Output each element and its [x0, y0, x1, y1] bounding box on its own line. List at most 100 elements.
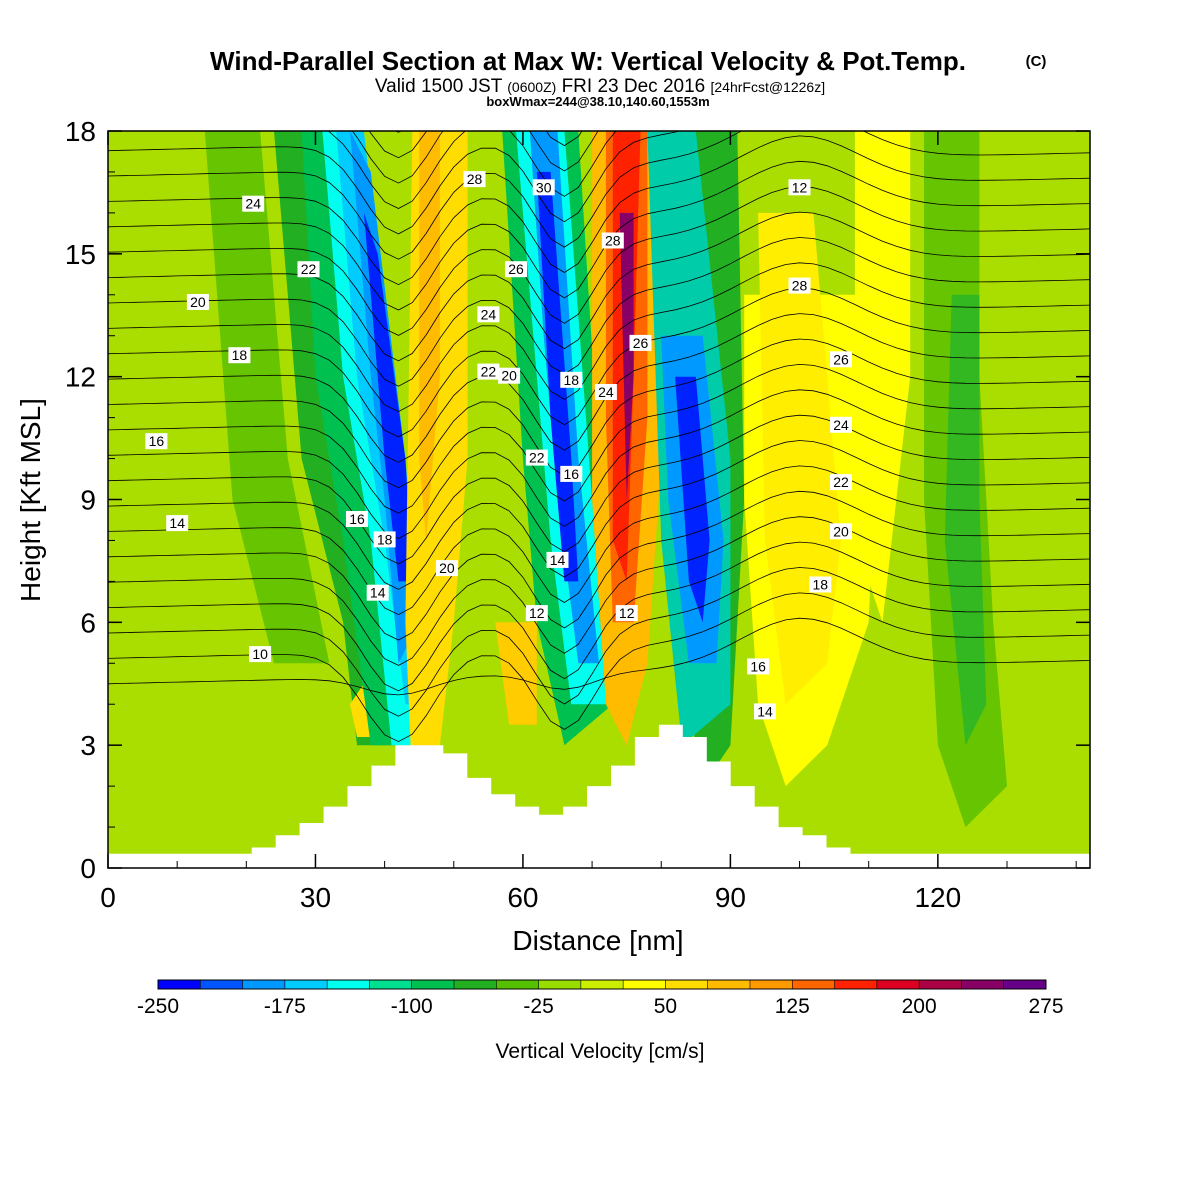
contour-label-bg	[477, 306, 500, 323]
colorbar-swatch-5	[369, 980, 413, 989]
colorbar-swatch-14	[750, 980, 793, 989]
x-tick-label-2: 60	[507, 882, 538, 913]
theta-contour-17	[108, 186, 1090, 336]
contour-label-bg	[525, 605, 548, 622]
subtitle-valid: Valid 1500 JST	[375, 76, 503, 97]
contour-label-text: 24	[833, 417, 849, 433]
contour-label-26: 28	[788, 277, 811, 294]
colorbar-tick-label-5: 125	[775, 995, 810, 1018]
contour-label-bg	[242, 195, 265, 212]
velocity-band-15	[419, 131, 440, 541]
contour-label-11: 22	[477, 363, 500, 380]
contour-label-text: 24	[481, 306, 497, 322]
chart-subtitle: Valid 1500 JST (0600Z) FRI 23 Dec 2016 […	[375, 76, 825, 97]
contour-label-text: 12	[529, 605, 545, 621]
colorbar-swatch-4	[327, 980, 370, 989]
colorbar-tick-label-2: -100	[391, 995, 433, 1018]
contour-label-29: 22	[830, 474, 852, 491]
contour-label-13: 18	[560, 371, 583, 388]
theta-contour-29	[108, 0, 1090, 31]
theta-contour-6	[108, 465, 1090, 616]
x-axis-label: Distance [nm]	[512, 925, 683, 956]
contour-label-bg	[546, 551, 569, 568]
contour-label-text: 26	[508, 261, 524, 277]
contour-label-18: 26	[629, 334, 652, 351]
contour-label-bg	[435, 560, 458, 577]
contour-label-text: 22	[481, 364, 497, 380]
contour-label-text: 28	[467, 171, 483, 187]
contour-label-bg	[532, 179, 555, 196]
contour-label-12: 20	[498, 367, 521, 384]
contour-label-32: 16	[747, 658, 770, 675]
contour-label-33: 14	[754, 703, 776, 720]
contour-label-text: 18	[232, 347, 248, 363]
colorbar-swatch-15	[792, 980, 836, 989]
y-tick-label-1: 3	[80, 730, 96, 761]
colorbar-swatch-17	[876, 980, 920, 989]
contour-label-text: 22	[529, 450, 545, 466]
contour-label-25: 12	[788, 179, 811, 196]
contour-label-27: 26	[830, 351, 852, 368]
theta-contours	[108, 0, 1090, 743]
chart-subtitle-2: boxWmax=244@38.10,140.60,1553m	[486, 94, 709, 109]
colorbar-swatch-2	[242, 980, 286, 989]
contour-label-16: 12	[525, 605, 548, 622]
theta-contour-15	[108, 237, 1090, 387]
contour-label-text: 28	[792, 278, 808, 294]
theta-contour-1	[108, 592, 1090, 743]
chart-title: Wind-Parallel Section at Max W: Vertical…	[210, 46, 966, 76]
contour-label-bg	[830, 351, 852, 368]
contour-label-text: 20	[833, 523, 849, 539]
contour-label-bg	[366, 584, 389, 601]
axes: 0 30 60 90 120 0 3 6 9 12 15 18	[65, 116, 1090, 913]
contour-label-bg	[830, 474, 852, 491]
colorbar-swatch-6	[411, 980, 455, 989]
theta-contour-9	[108, 389, 1090, 539]
contour-label-0: 24	[242, 195, 265, 212]
velocity-bands	[204, 131, 1007, 828]
contour-label-34: 12	[615, 605, 638, 622]
contour-label-bg	[145, 433, 168, 450]
contour-label-text: 24	[245, 196, 261, 212]
theta-contour-10	[108, 363, 1090, 514]
contour-label-2: 20	[186, 294, 209, 310]
contour-label-text: 14	[757, 703, 773, 719]
contour-label-text: 12	[792, 179, 808, 195]
contour-label-text: 28	[605, 233, 621, 249]
theta-contour-12	[108, 313, 1090, 463]
colorbar-tick-label-7: 275	[1028, 995, 1063, 1018]
subtitle-date: FRI 23 Dec 2016	[562, 76, 706, 97]
contour-label-bg	[560, 371, 583, 388]
contour-label-bg	[249, 646, 272, 663]
colorbar-swatch-20	[1003, 980, 1047, 989]
theta-contour-20	[108, 131, 1090, 260]
contour-label-15: 14	[546, 551, 569, 568]
y-tick-label-4: 12	[65, 362, 96, 393]
theta-contour-0	[108, 617, 1090, 696]
chart-title-mark: (C)	[1026, 53, 1047, 70]
theta-contour-7	[108, 440, 1090, 590]
colorbar-swatch-11	[623, 980, 666, 989]
theta-contour-2	[108, 567, 1090, 717]
contour-label-bg	[505, 261, 527, 278]
velocity-band-27	[675, 376, 710, 623]
contour-label-21: 20	[435, 560, 458, 577]
contour-label-text: 22	[301, 261, 317, 277]
contour-label-bg	[830, 523, 852, 540]
contour-label-text: 18	[377, 531, 393, 547]
contour-label-bg	[788, 277, 811, 294]
velocity-band-0	[204, 131, 330, 664]
contour-label-text: 20	[439, 560, 455, 576]
contour-label-bg	[228, 347, 251, 364]
colorbar-tick-label-1: -175	[264, 995, 306, 1018]
contour-label-bg	[186, 294, 209, 310]
velocity-band-20	[495, 622, 537, 725]
contour-label-text: 20	[190, 294, 206, 310]
colorbar-swatch-7	[454, 980, 497, 989]
contour-label-23: 16	[346, 511, 368, 527]
contour-label-8: 30	[532, 179, 555, 196]
colorbar-swatch-19	[961, 980, 1005, 989]
contour-label-bg	[615, 605, 638, 622]
